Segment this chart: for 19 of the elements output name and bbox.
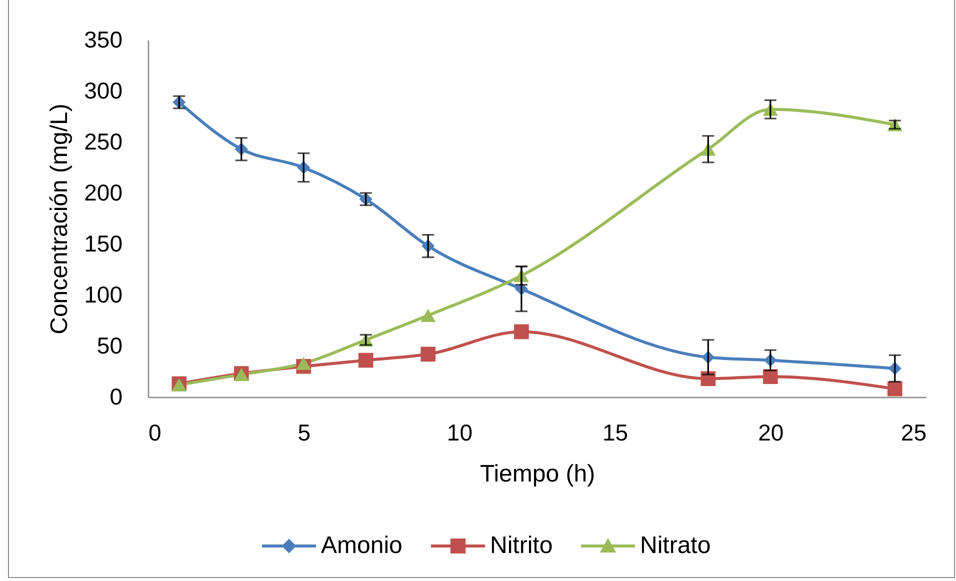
- x-tick-label: 20: [758, 420, 784, 446]
- y-tick-label: 100: [84, 282, 122, 308]
- x-tick-label: 10: [446, 420, 472, 446]
- x-tick-label: 15: [602, 420, 628, 446]
- x-tick-label: 0: [148, 420, 162, 446]
- x-tick-label: 5: [298, 420, 310, 446]
- y-tick-label: 300: [84, 78, 122, 104]
- x-axis-title: Tiempo (h): [480, 460, 596, 488]
- y-tick-label: 200: [84, 180, 122, 206]
- legend-label: Nitrato: [640, 532, 711, 559]
- y-tick-label: 0: [110, 384, 122, 410]
- x-tick-label: 25: [900, 420, 926, 446]
- y-axis-title: Concentración (mg/L): [46, 104, 74, 334]
- y-tick-label: 350: [84, 26, 122, 52]
- y-tick-label: 50: [96, 332, 122, 358]
- legend-label: Amonio: [321, 532, 402, 559]
- legend-label: Nitrito: [490, 532, 553, 559]
- y-tick-label: 150: [84, 230, 122, 256]
- y-tick-label: 250: [84, 128, 122, 154]
